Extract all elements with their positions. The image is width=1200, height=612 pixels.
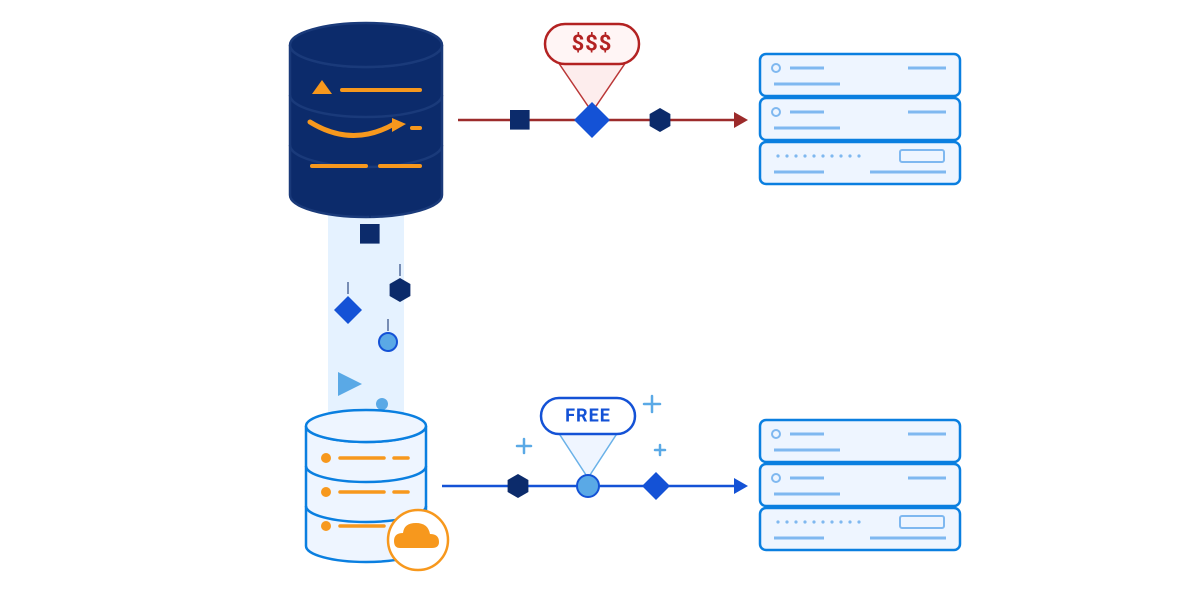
- sparkle-icon: [644, 396, 660, 412]
- diagram-canvas: $$$ FREE: [0, 0, 1200, 612]
- hexagon-marker: [650, 108, 671, 132]
- server-stack-bottom: [760, 420, 960, 550]
- square-marker: [510, 110, 530, 130]
- aws-database-icon: [290, 23, 442, 217]
- circle-marker: [577, 475, 599, 497]
- sparkle-icon: [517, 439, 531, 453]
- free-badge: FREE: [541, 398, 635, 434]
- sparkle-icon: [655, 445, 665, 455]
- svg-text:FREE: FREE: [565, 406, 611, 427]
- svg-text:$$$: $$$: [572, 32, 613, 57]
- server-stack-top: [760, 54, 960, 184]
- diamond-marker: [642, 472, 670, 500]
- free-spotlight-cone: [558, 432, 618, 478]
- hexagon-marker: [508, 474, 529, 498]
- circle-marker: [376, 398, 388, 410]
- diamond-marker: [574, 102, 610, 138]
- cost-badge: $$$: [545, 24, 639, 64]
- cloudflare-logo-icon: [388, 510, 448, 570]
